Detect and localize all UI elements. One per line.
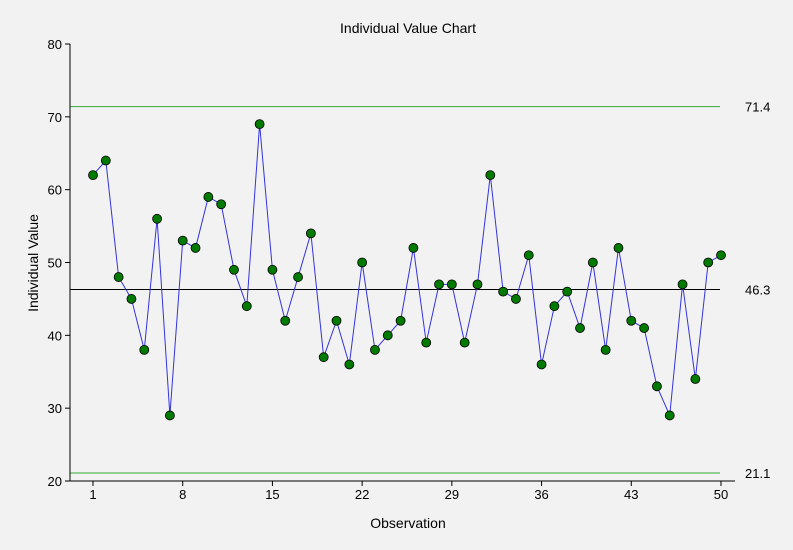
data-point: [318, 352, 329, 363]
data-point: [177, 235, 188, 246]
x-tick-label: 1: [89, 487, 96, 502]
axes: 20 30 40 50 60 70 80 1 8 15 22 29 36 43 50: [48, 37, 735, 502]
lcl-label: 21.1: [745, 466, 770, 481]
data-point: [216, 199, 227, 210]
data-point: [716, 250, 726, 261]
data-point: [395, 315, 406, 326]
data-point: [241, 301, 252, 312]
center-label: 46.3: [745, 282, 770, 297]
x-tick-label: 15: [265, 487, 279, 502]
data-point: [344, 359, 355, 370]
data-point: [600, 344, 611, 355]
y-tick-label: 70: [48, 110, 62, 125]
data-point: [382, 330, 393, 341]
data-point: [88, 170, 98, 181]
data-point: [446, 279, 457, 290]
data-point: [408, 243, 419, 253]
x-tick-label: 29: [445, 487, 459, 502]
chart-title: Individual Value Chart: [340, 20, 476, 36]
control-limits: 71.4 46.3 21.1: [70, 100, 770, 481]
data-point: [459, 337, 470, 348]
y-tick-label: 50: [48, 256, 62, 271]
x-axis-title: Observation: [370, 515, 445, 531]
data-point: [472, 279, 483, 290]
x-tick-label: 8: [179, 487, 186, 502]
data-point: [164, 410, 175, 421]
x-tick-label: 36: [534, 487, 548, 502]
ucl-label: 71.4: [745, 100, 770, 115]
data-point: [613, 243, 624, 253]
series-group: [88, 119, 726, 421]
data-point: [664, 410, 675, 421]
y-tick-label: 20: [48, 474, 62, 489]
data-point: [498, 286, 509, 297]
data-point: [305, 228, 316, 239]
series-line: [92, 124, 722, 418]
x-tick-label: 50: [714, 487, 728, 502]
data-point: [280, 315, 291, 326]
data-point: [639, 323, 650, 333]
data-point: [331, 315, 342, 326]
y-tick-label: 60: [48, 183, 62, 198]
y-tick-label: 30: [48, 401, 62, 416]
data-point: [152, 213, 162, 224]
x-tick-label: 43: [624, 487, 638, 502]
x-tick-label: 22: [355, 487, 369, 502]
data-point: [100, 155, 111, 166]
data-point: [485, 170, 496, 181]
data-point: [421, 337, 432, 348]
data-point: [677, 279, 688, 290]
data-point: [703, 257, 714, 268]
data-point: [229, 264, 239, 275]
data-point: [587, 257, 598, 268]
data-point: [511, 294, 521, 304]
data-point: [523, 250, 534, 261]
data-point: [626, 315, 637, 326]
data-point: [254, 119, 265, 130]
data-point: [357, 257, 368, 268]
y-tick-label: 80: [48, 37, 62, 52]
data-point: [113, 272, 124, 282]
data-point: [575, 323, 585, 333]
data-point: [690, 374, 701, 384]
data-point: [562, 286, 573, 297]
data-point: [126, 294, 137, 304]
data-point: [267, 264, 278, 275]
data-point: [434, 279, 444, 290]
data-point: [549, 301, 560, 312]
data-point: [536, 359, 547, 370]
data-point: [139, 344, 150, 355]
data-point: [293, 272, 303, 282]
y-tick-label: 40: [48, 328, 62, 343]
data-point: [370, 344, 380, 355]
data-point: [652, 381, 662, 392]
data-point: [203, 192, 214, 202]
y-axis-title: Individual Value: [25, 214, 41, 312]
data-point: [190, 243, 201, 253]
